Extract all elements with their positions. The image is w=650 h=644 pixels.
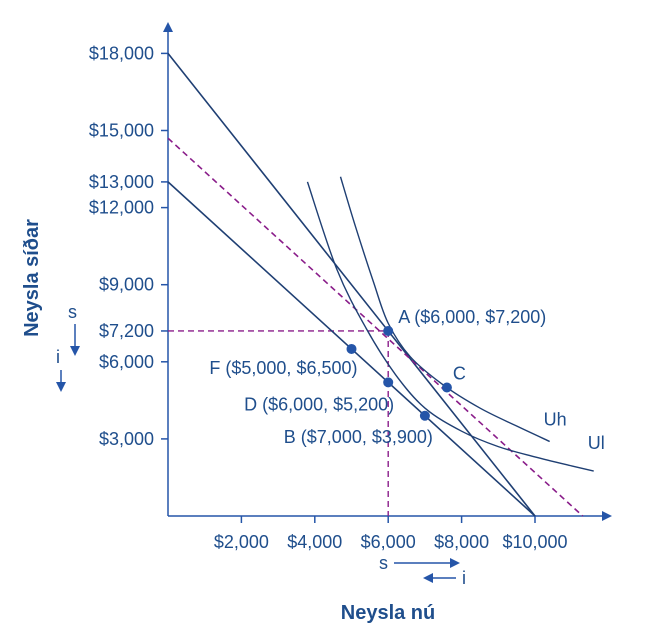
y-substitution-label: s — [68, 302, 77, 322]
point-label: C — [453, 364, 466, 384]
x-tick-label: $6,000 — [361, 532, 416, 552]
y-tick-label: $15,000 — [89, 121, 154, 141]
y-tick-label: $13,000 — [89, 172, 154, 192]
x-tick-label: $8,000 — [434, 532, 489, 552]
point-layer: A ($6,000, $7,200) C F ($5,000, $6,500) D (… — [209, 307, 546, 447]
y-tick-label: $7,200 — [99, 321, 154, 341]
x-axis-title: Neysla nú — [341, 602, 435, 624]
x-tick-label: $2,000 — [214, 532, 269, 552]
curve-label: Uh — [544, 409, 567, 429]
budget-line-dashed — [167, 137, 584, 517]
tick-layer: $2,000 $4,000 $6,000 $8,000 $10,000 $3,000 $6,… — [89, 43, 568, 552]
indifference-curve — [306, 181, 594, 472]
x-income-label: i — [462, 568, 466, 588]
budget-line — [167, 52, 536, 517]
data-point — [383, 325, 394, 336]
data-point — [441, 382, 452, 393]
indifference-curve — [339, 176, 550, 443]
x-substitution-label: s — [379, 553, 388, 573]
y-tick-label: $12,000 — [89, 198, 154, 218]
y-tick-label: $9,000 — [99, 275, 154, 295]
point-label: F ($5,000, $6,500) — [209, 358, 357, 378]
x-tick-label: $4,000 — [287, 532, 342, 552]
data-point — [346, 343, 357, 354]
data-point — [383, 377, 394, 388]
x-tick-label: $10,000 — [502, 532, 567, 552]
y-tick-label: $3,000 — [99, 429, 154, 449]
y-tick-label: $6,000 — [99, 352, 154, 372]
curve-label: Ul — [588, 433, 605, 453]
indifference-curve-layer: Uh Ul — [306, 176, 605, 472]
guide-layer — [168, 330, 389, 516]
data-point — [419, 410, 430, 421]
y-income-label: i — [56, 347, 60, 367]
y-axis-title: Neysla síðar — [21, 219, 43, 337]
point-label: B ($7,000, $3,900) — [284, 427, 433, 447]
point-label: D ($6,000, $5,200) — [244, 394, 394, 414]
y-tick-label: $18,000 — [89, 43, 154, 63]
point-label: A ($6,000, $7,200) — [398, 307, 546, 327]
